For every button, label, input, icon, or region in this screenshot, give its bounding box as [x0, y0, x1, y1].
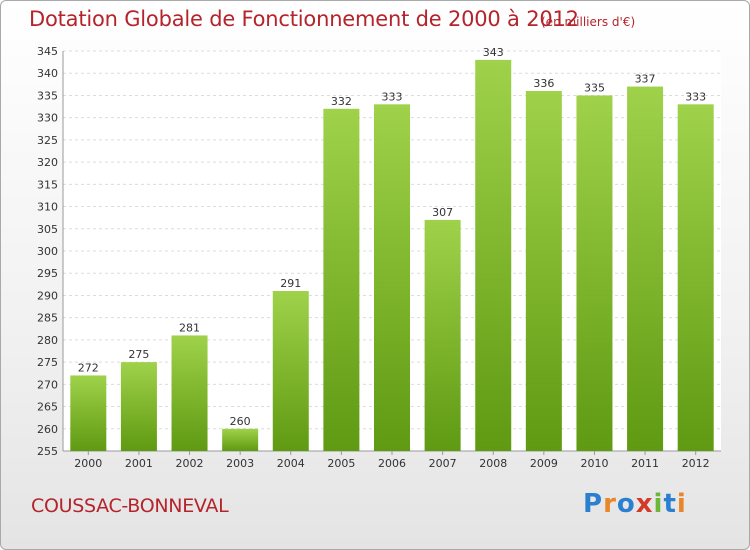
bar — [475, 59, 512, 452]
bar — [222, 428, 259, 451]
y-tick-label: 340 — [37, 67, 58, 80]
y-tick-label: 280 — [37, 334, 58, 347]
x-tick-label: 2006 — [378, 457, 406, 470]
data-label: 272 — [78, 361, 99, 374]
y-tick-label: 260 — [37, 423, 58, 436]
logo-letter: i — [653, 489, 664, 519]
x-tick-label: 2001 — [125, 457, 153, 470]
x-tick-label: 2003 — [226, 457, 254, 470]
x-tick-label: 2005 — [327, 457, 355, 470]
data-label: 343 — [483, 46, 504, 59]
y-tick-label: 290 — [37, 289, 58, 302]
logo-letter: r — [603, 489, 617, 519]
data-label: 337 — [635, 73, 656, 86]
bar — [424, 219, 461, 451]
y-tick-label: 335 — [37, 89, 58, 102]
data-label: 291 — [280, 277, 301, 290]
bar — [70, 375, 107, 451]
y-tick-label: 275 — [37, 356, 58, 369]
y-tick-label: 305 — [37, 223, 58, 236]
logo-letter: P — [583, 489, 604, 519]
y-tick-label: 295 — [37, 267, 58, 280]
proxiti-logo: Proxiti — [583, 489, 687, 519]
logo-letter: i — [676, 489, 687, 519]
x-tick-label: 2000 — [74, 457, 102, 470]
logo-letter: o — [616, 489, 636, 519]
city-name: COUSSAC-BONNEVAL — [31, 495, 229, 517]
unit-label: (en milliers d'€) — [541, 15, 636, 29]
logo-letter: x — [635, 489, 654, 519]
bar — [120, 362, 157, 451]
x-tick-label: 2008 — [479, 457, 507, 470]
data-label: 332 — [331, 95, 352, 108]
bar — [272, 291, 309, 451]
x-tick-label: 2007 — [429, 457, 457, 470]
x-tick-label: 2002 — [176, 457, 204, 470]
bar — [677, 104, 714, 451]
data-label: 336 — [533, 77, 554, 90]
x-tick-label: 2011 — [631, 457, 659, 470]
y-tick-label: 300 — [37, 245, 58, 258]
data-label: 260 — [230, 415, 251, 428]
bar — [374, 104, 410, 451]
bar — [627, 86, 664, 452]
y-tick-label: 320 — [37, 156, 58, 169]
y-tick-label: 345 — [37, 45, 58, 58]
x-tick-label: 2009 — [530, 457, 558, 470]
chart-title: Dotation Globale de Fonctionnement de 20… — [29, 7, 579, 31]
y-tick-label: 330 — [37, 112, 58, 125]
bar — [323, 108, 360, 452]
x-tick-label: 2012 — [682, 457, 710, 470]
bar — [525, 91, 562, 451]
data-label: 333 — [382, 90, 403, 103]
data-label: 281 — [179, 321, 200, 334]
y-tick-label: 265 — [37, 401, 58, 414]
y-tick-label: 285 — [37, 312, 58, 325]
data-label: 335 — [584, 81, 605, 94]
y-tick-label: 310 — [37, 201, 58, 214]
y-tick-label: 325 — [37, 134, 58, 147]
bar — [576, 95, 613, 451]
data-label: 275 — [128, 348, 149, 361]
x-tick-label: 2010 — [580, 457, 608, 470]
logo-letter: t — [663, 489, 677, 519]
data-label: 333 — [685, 90, 706, 103]
y-tick-label: 270 — [37, 378, 58, 391]
y-tick-label: 315 — [37, 178, 58, 191]
y-tick-label: 255 — [37, 445, 58, 458]
data-label: 307 — [432, 206, 453, 219]
bar — [171, 335, 208, 451]
x-tick-label: 2004 — [277, 457, 305, 470]
